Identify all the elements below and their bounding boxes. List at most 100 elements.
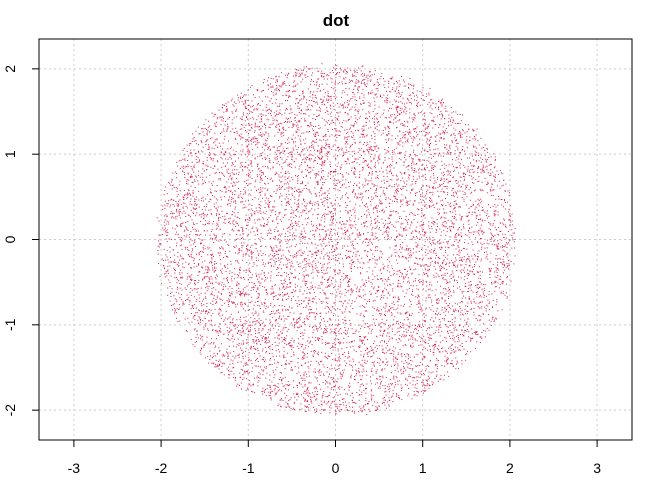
data-point bbox=[212, 329, 213, 331]
data-point bbox=[404, 137, 406, 139]
data-point bbox=[316, 391, 318, 393]
data-point bbox=[220, 310, 222, 312]
data-point bbox=[309, 177, 311, 179]
data-point bbox=[278, 113, 280, 115]
data-point bbox=[376, 79, 378, 81]
data-point bbox=[461, 236, 462, 238]
data-point bbox=[415, 327, 417, 329]
data-point bbox=[208, 343, 210, 345]
data-point bbox=[343, 237, 345, 239]
data-point bbox=[310, 193, 312, 195]
data-point bbox=[440, 242, 442, 244]
data-point bbox=[453, 227, 454, 229]
data-point bbox=[418, 209, 420, 211]
data-point bbox=[300, 212, 302, 214]
data-point bbox=[373, 343, 375, 344]
data-point bbox=[348, 256, 350, 258]
data-point bbox=[440, 101, 442, 103]
data-point bbox=[290, 264, 292, 266]
data-point bbox=[303, 276, 305, 278]
data-point bbox=[393, 225, 394, 227]
data-point bbox=[245, 323, 247, 325]
data-point bbox=[210, 262, 212, 264]
data-point bbox=[210, 260, 212, 262]
data-point bbox=[460, 264, 462, 266]
data-point bbox=[396, 109, 398, 111]
data-point bbox=[408, 204, 410, 205]
data-point bbox=[249, 277, 251, 279]
data-point bbox=[328, 188, 330, 190]
data-point bbox=[228, 345, 230, 347]
data-point bbox=[439, 137, 441, 139]
data-point bbox=[213, 352, 215, 354]
data-point bbox=[275, 261, 277, 262]
data-point bbox=[405, 166, 407, 168]
data-point bbox=[269, 232, 271, 234]
data-point bbox=[363, 355, 365, 357]
data-point bbox=[398, 256, 400, 258]
data-point bbox=[210, 309, 212, 311]
data-point bbox=[302, 190, 304, 192]
data-point bbox=[451, 215, 453, 217]
data-point bbox=[278, 128, 280, 130]
data-point bbox=[238, 181, 240, 183]
data-point bbox=[369, 328, 371, 330]
data-point bbox=[412, 92, 414, 94]
data-point bbox=[374, 361, 375, 363]
data-point bbox=[438, 239, 440, 241]
data-point bbox=[382, 351, 383, 353]
data-point bbox=[299, 291, 301, 293]
data-point bbox=[308, 289, 310, 290]
data-point bbox=[247, 372, 249, 374]
data-point bbox=[308, 167, 310, 169]
data-point bbox=[388, 147, 389, 149]
data-point bbox=[334, 187, 336, 189]
data-point bbox=[354, 158, 356, 160]
data-point bbox=[403, 161, 405, 163]
data-point bbox=[261, 125, 263, 127]
data-point bbox=[487, 181, 489, 183]
data-point bbox=[169, 281, 171, 283]
data-point bbox=[478, 203, 479, 205]
data-point bbox=[494, 282, 496, 284]
data-point bbox=[397, 114, 399, 116]
data-point bbox=[370, 80, 371, 82]
data-point bbox=[242, 340, 244, 342]
data-point bbox=[422, 349, 424, 351]
data-point bbox=[364, 184, 366, 186]
data-point bbox=[324, 328, 326, 329]
data-point bbox=[283, 80, 285, 82]
data-point bbox=[474, 208, 476, 210]
data-point bbox=[475, 217, 477, 219]
data-point bbox=[316, 82, 318, 84]
data-point bbox=[429, 337, 431, 339]
data-point bbox=[293, 142, 295, 144]
data-point bbox=[372, 394, 374, 396]
data-point bbox=[416, 263, 418, 265]
data-point bbox=[255, 179, 257, 181]
data-point bbox=[475, 154, 477, 156]
data-point bbox=[223, 130, 225, 132]
data-point bbox=[410, 331, 412, 333]
data-point bbox=[388, 332, 390, 334]
data-point bbox=[342, 322, 344, 324]
data-point bbox=[347, 410, 349, 412]
data-point bbox=[503, 272, 504, 274]
data-point bbox=[476, 284, 478, 286]
data-point bbox=[470, 289, 472, 291]
data-point bbox=[387, 291, 389, 293]
data-point bbox=[301, 351, 303, 353]
data-point bbox=[216, 301, 217, 303]
data-point bbox=[293, 319, 295, 321]
data-point bbox=[289, 166, 291, 168]
data-point bbox=[354, 168, 355, 169]
data-point bbox=[441, 160, 443, 162]
data-point bbox=[416, 104, 418, 106]
data-point bbox=[260, 366, 261, 368]
data-point bbox=[285, 340, 287, 342]
data-point bbox=[309, 309, 311, 311]
data-point bbox=[413, 158, 415, 160]
data-point bbox=[407, 121, 409, 123]
data-point bbox=[374, 185, 376, 187]
data-point bbox=[368, 92, 370, 94]
